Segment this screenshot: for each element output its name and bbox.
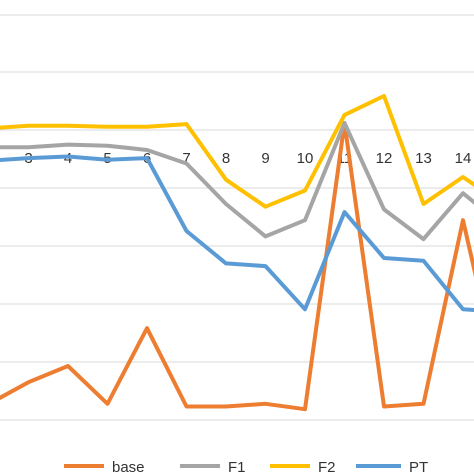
legend-label-base: base [112,459,145,474]
legend-label-F2: F2 [318,459,336,474]
x-tick-label: 14 [455,150,472,167]
series-line-base [0,121,474,412]
gridlines [0,14,474,421]
x-tick-label: 13 [415,150,432,167]
series-line-PT [0,154,474,313]
x-tick-label: 8 [222,150,230,167]
legend-label-F1: F1 [228,459,246,474]
x-tick-label: 9 [261,150,269,167]
x-tick-label: 12 [376,150,393,167]
x-tick-label: 7 [182,150,190,167]
legend-label-PT: PT [409,459,428,474]
series-line-F1 [0,121,474,242]
series-line-F2 [0,94,474,209]
legend: base F1 F2 PT [64,459,428,474]
series-lines [0,94,474,412]
x-tick-label: 10 [297,150,314,167]
